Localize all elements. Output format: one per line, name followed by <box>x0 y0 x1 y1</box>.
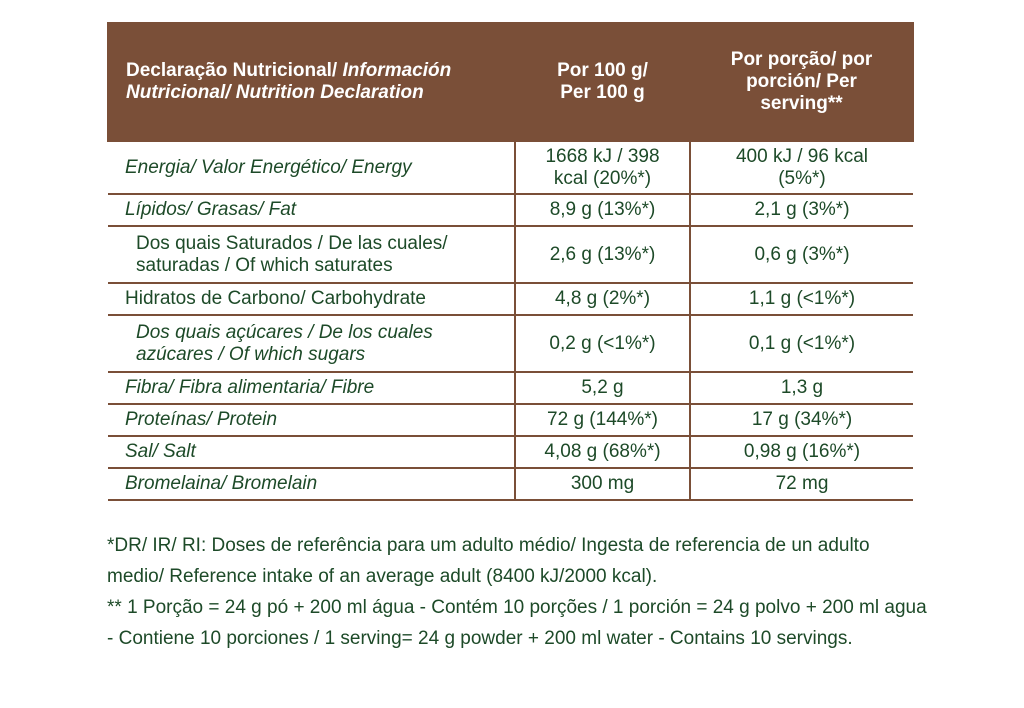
nutrition-table: Declaração Nutricional/ Información Nutr… <box>107 22 914 501</box>
row-per100: 4,08 g (68%*) <box>514 435 691 469</box>
header-per-100g: Por 100 g/ Per 100 g <box>514 22 691 142</box>
row-per100: 5,2 g <box>514 371 691 405</box>
footnote-serving-info: ** 1 Porção = 24 g pó + 200 ml água - Co… <box>107 597 927 649</box>
row-label-line2: azúcares / Of which sugars <box>136 343 366 365</box>
row-label: Fibra/ Fibra alimentaria/ Fibre <box>108 371 516 405</box>
row-serving-line1: 400 kJ / 96 kcal <box>735 145 869 167</box>
row-serving-line2: (5%*) <box>778 167 826 189</box>
row-per100: 300 mg <box>514 467 691 501</box>
header-per-serving: Por porção/ por porción/ Per serving** <box>689 22 914 142</box>
table-row-bromelain: Bromelaina/ Bromelain 300 mg 72 mg <box>108 467 913 501</box>
table-row-saturates: Dos quais Saturados / De las cuales/ sat… <box>108 225 913 284</box>
row-label: Dos quais açúcares / De los cuales azúca… <box>108 314 516 373</box>
table-row-protein: Proteínas/ Protein 72 g (144%*) 17 g (34… <box>108 403 913 437</box>
header-per-serving-line2: porción/ Per <box>746 71 857 92</box>
row-label: Hidratos de Carbono/ Carbohydrate <box>108 282 516 316</box>
row-per100-line2: kcal (20%*) <box>553 167 652 189</box>
row-serving: 0,1 g (<1%*) <box>689 314 913 373</box>
row-per100: 72 g (144%*) <box>514 403 691 437</box>
row-per100: 4,8 g (2%*) <box>514 282 691 316</box>
row-per100: 0,2 g (<1%*) <box>514 314 691 373</box>
row-per100: 8,9 g (13%*) <box>514 193 691 227</box>
row-serving: 400 kJ / 96 kcal (5%*) <box>689 140 913 195</box>
row-serving: 1,3 g <box>689 371 913 405</box>
footnotes: *DR/ IR/ RI: Doses de referência para um… <box>107 530 927 654</box>
header-per-100g-line2: Per 100 g <box>560 82 645 103</box>
row-label: Lípidos/ Grasas/ Fat <box>108 193 516 227</box>
row-label-line1: Dos quais Saturados / De las cuales/ <box>136 232 448 254</box>
table-row-fat: Lípidos/ Grasas/ Fat 8,9 g (13%*) 2,1 g … <box>108 193 913 227</box>
header-label-en: Nutricional/ Nutrition Declaration <box>126 82 424 103</box>
table-row-energy: Energia/ Valor Energético/ Energy 1668 k… <box>108 140 913 195</box>
header-label-pt: Declaração Nutricional/ <box>126 60 338 81</box>
header-nutrition-declaration: Declaração Nutricional/ Información Nutr… <box>107 22 516 142</box>
row-label: Energia/ Valor Energético/ Energy <box>108 140 516 195</box>
row-label: Bromelaina/ Bromelain <box>108 467 516 501</box>
table-row-carbohydrate: Hidratos de Carbono/ Carbohydrate 4,8 g … <box>108 282 913 316</box>
header-per-100g-line1: Por 100 g/ <box>557 60 648 81</box>
row-label: Sal/ Salt <box>108 435 516 469</box>
table-row-fibre: Fibra/ Fibra alimentaria/ Fibre 5,2 g 1,… <box>108 371 913 405</box>
row-serving: 17 g (34%*) <box>689 403 913 437</box>
row-serving: 2,1 g (3%*) <box>689 193 913 227</box>
row-serving: 72 mg <box>689 467 913 501</box>
row-label: Dos quais Saturados / De las cuales/ sat… <box>108 225 516 284</box>
row-serving: 0,98 g (16%*) <box>689 435 913 469</box>
row-label-line2: saturadas / Of which saturates <box>136 254 393 276</box>
row-label-line1: Dos quais açúcares / De los cuales <box>136 321 433 343</box>
row-label: Proteínas/ Protein <box>108 403 516 437</box>
footnote-reference-intake: *DR/ IR/ RI: Doses de referência para um… <box>107 535 870 587</box>
row-serving: 0,6 g (3%*) <box>689 225 913 284</box>
header-per-serving-line3: serving** <box>760 93 843 114</box>
row-per100: 1668 kJ / 398 kcal (20%*) <box>514 140 691 195</box>
header-per-serving-line1: Por porção/ por <box>730 49 873 70</box>
table-header-row: Declaração Nutricional/ Información Nutr… <box>107 22 914 142</box>
table-row-salt: Sal/ Salt 4,08 g (68%*) 0,98 g (16%*) <box>108 435 913 469</box>
header-label-es: Información <box>342 60 452 81</box>
table-row-sugars: Dos quais açúcares / De los cuales azúca… <box>108 314 913 373</box>
row-per100-line1: 1668 kJ / 398 <box>545 145 660 167</box>
row-per100: 2,6 g (13%*) <box>514 225 691 284</box>
row-serving: 1,1 g (<1%*) <box>689 282 913 316</box>
